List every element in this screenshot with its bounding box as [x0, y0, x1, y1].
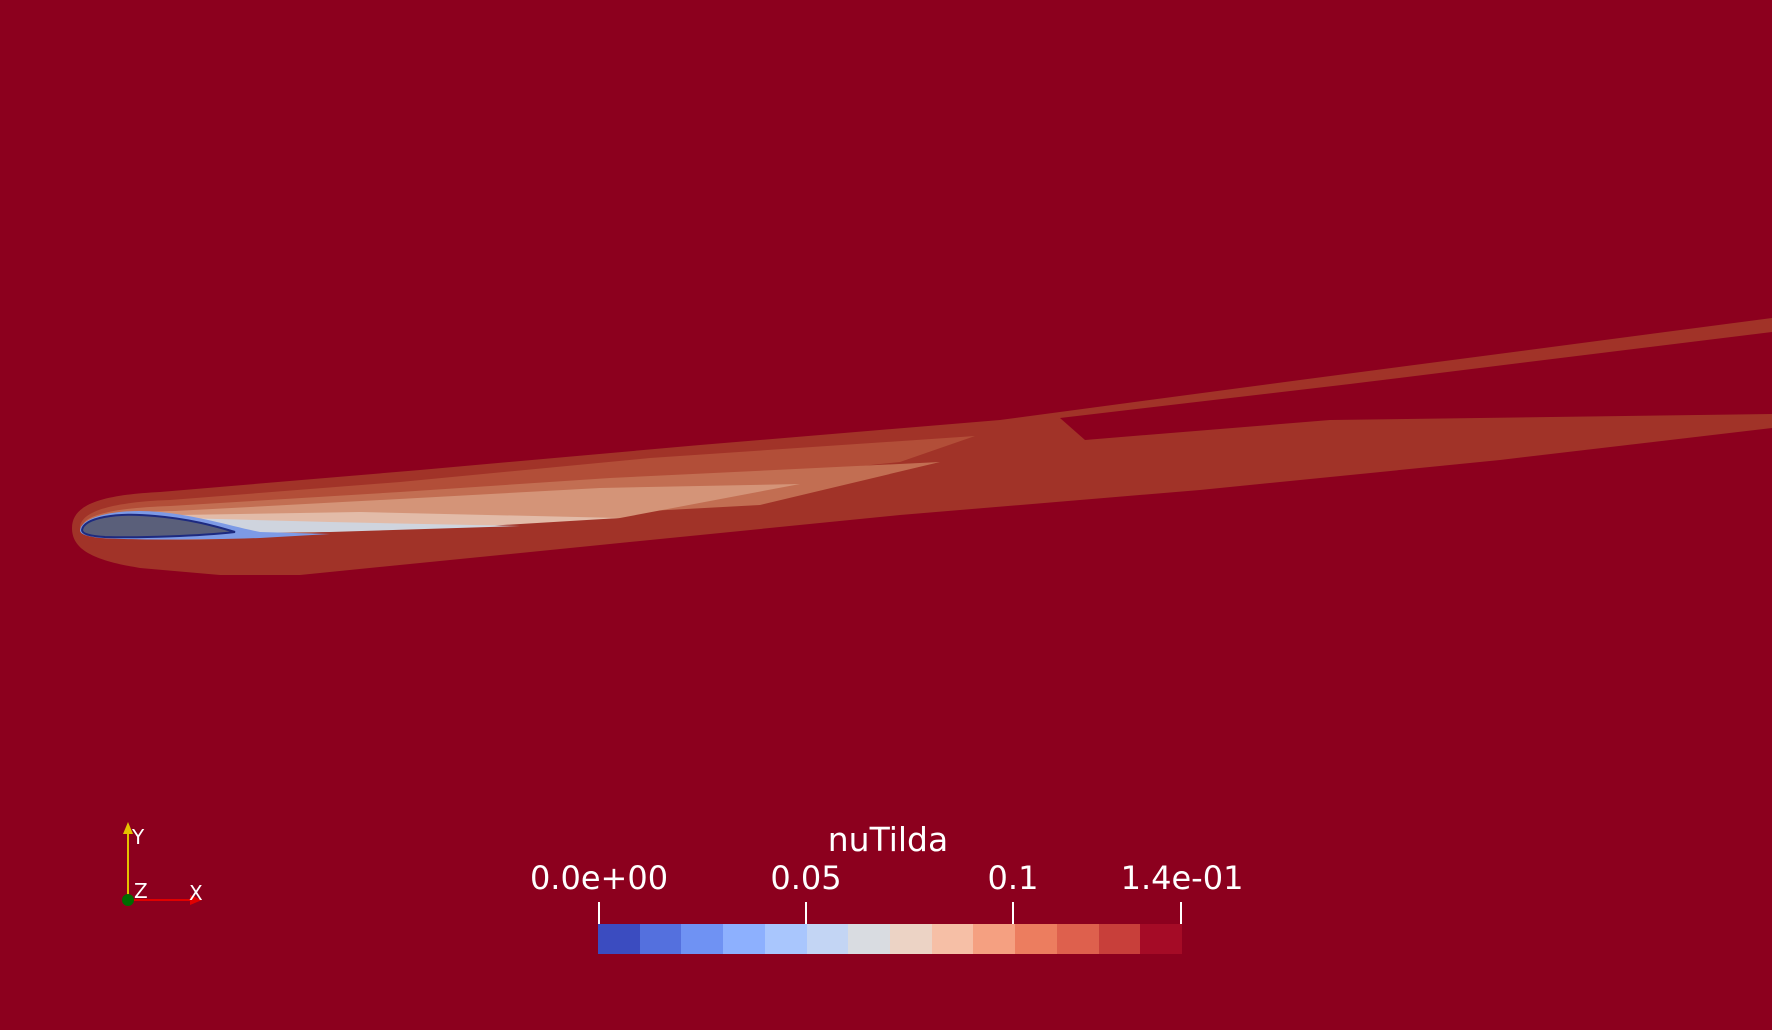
colorbar-swatch [723, 924, 765, 954]
colorbar-swatch [890, 924, 932, 954]
tick-mark-0-05 [805, 902, 807, 924]
colorbar-swatch [764, 924, 807, 954]
airfoil [80, 513, 236, 539]
colorbar-swatch [1098, 924, 1141, 954]
colorbar-swatch [931, 924, 974, 954]
colorbar-swatch [1056, 924, 1099, 954]
orientation-axes [122, 822, 202, 906]
colorbar-swatch [848, 924, 891, 954]
colorbar-swatch [1140, 924, 1183, 954]
tick-label-0-05: 0.05 [770, 859, 842, 897]
colorbar-swatch [681, 924, 724, 954]
colorbar-swatch [806, 924, 849, 954]
colorbar-swatch [639, 924, 682, 954]
colorbar-swatch [598, 924, 640, 954]
tick-label-max: 1.4e-01 [1120, 859, 1244, 897]
x-axis-arrow [190, 895, 202, 905]
tick-mark-min [598, 902, 600, 924]
tick-mark-max [1180, 902, 1182, 924]
x-axis-label: X [189, 881, 203, 905]
z-axis-dot [122, 894, 134, 906]
scalar-bar[interactable] [598, 924, 1183, 954]
y-axis-label: Y [132, 825, 145, 849]
z-axis-label: Z [134, 879, 148, 903]
tick-mark-0-1 [1012, 902, 1014, 924]
y-axis-arrow [123, 822, 133, 834]
scalar-bar-title: nuTilda [827, 820, 949, 859]
tick-label-min: 0.0e+00 [529, 859, 669, 897]
colorbar-swatch [973, 924, 1016, 954]
colorbar-swatch [1015, 924, 1057, 954]
tick-label-0-1: 0.1 [987, 859, 1039, 897]
